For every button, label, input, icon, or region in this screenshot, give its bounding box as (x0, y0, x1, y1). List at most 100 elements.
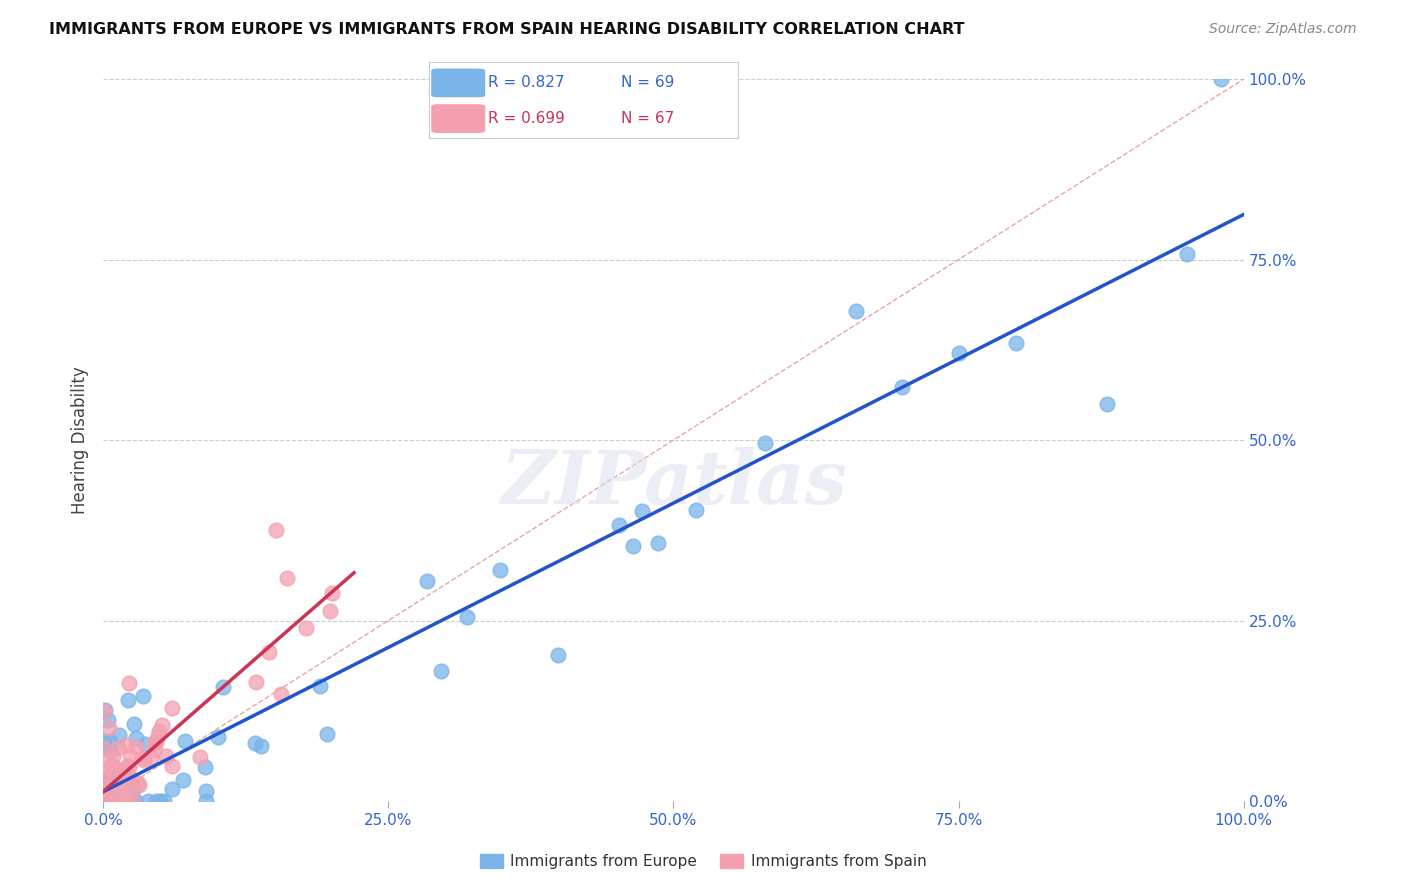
Point (93, 704, 115, 718)
Point (143, 741, 166, 756)
Point (115, 758, 138, 772)
Point (318, 603, 340, 617)
Point (93, 734, 115, 748)
Point (124, 794, 146, 808)
Point (131, 751, 153, 765)
Point (100, 794, 122, 808)
Point (148, 724, 170, 739)
Point (124, 717, 146, 731)
Point (97, 794, 120, 808)
Point (115, 738, 138, 752)
Point (93, 771, 115, 785)
Point (139, 750, 162, 764)
Point (162, 700, 184, 714)
Point (98, 772, 121, 786)
Point (124, 794, 146, 808)
Point (621, 539, 644, 553)
Point (685, 503, 707, 517)
Point (145, 733, 167, 747)
Point (94, 794, 117, 808)
Point (93, 740, 115, 755)
Point (257, 645, 280, 659)
Text: IMMIGRANTS FROM EUROPE VS IMMIGRANTS FROM SPAIN HEARING DISABILITY CORRELATION C: IMMIGRANTS FROM EUROPE VS IMMIGRANTS FRO… (49, 22, 965, 37)
Point (107, 740, 129, 755)
Point (121, 794, 143, 808)
Point (131, 689, 153, 703)
Point (160, 781, 183, 796)
Point (96, 763, 118, 777)
Point (94, 774, 117, 789)
Point (160, 759, 183, 773)
Point (98, 755, 121, 769)
Point (112, 788, 135, 802)
Point (98, 794, 121, 808)
Point (101, 748, 124, 763)
Point (108, 794, 131, 808)
Point (96, 794, 118, 808)
Point (115, 794, 138, 808)
Point (103, 768, 125, 782)
Point (97, 772, 120, 786)
Point (115, 794, 138, 808)
Point (98, 743, 121, 757)
Point (631, 504, 654, 518)
Point (136, 794, 159, 808)
Point (110, 794, 132, 808)
Point (108, 794, 131, 808)
Point (174, 733, 197, 747)
Point (456, 609, 478, 624)
Point (1175, 247, 1198, 261)
Text: R = 0.827: R = 0.827 (488, 76, 564, 90)
FancyBboxPatch shape (432, 70, 485, 96)
Text: N = 67: N = 67 (620, 111, 673, 126)
Point (101, 794, 124, 808)
Point (93, 740, 115, 755)
Point (103, 794, 125, 808)
Point (416, 574, 439, 588)
Point (430, 664, 453, 678)
Point (146, 729, 169, 743)
Point (110, 775, 132, 789)
Point (97, 794, 120, 808)
Point (118, 747, 141, 762)
Point (100, 769, 122, 783)
Point (143, 736, 166, 750)
Point (145, 734, 167, 748)
Point (100, 794, 122, 808)
Point (153, 794, 176, 808)
Point (98, 787, 121, 801)
Point (111, 794, 134, 808)
Point (845, 304, 868, 318)
Point (94, 794, 117, 808)
Point (97, 713, 120, 727)
Point (276, 571, 298, 585)
Point (98, 721, 121, 735)
Point (145, 794, 167, 808)
Point (172, 773, 194, 788)
Point (117, 769, 139, 783)
Point (104, 794, 127, 808)
Point (98, 794, 121, 808)
Point (134, 738, 156, 752)
Point (121, 780, 143, 795)
Point (117, 760, 139, 774)
FancyBboxPatch shape (432, 105, 485, 132)
Point (117, 792, 139, 806)
Point (104, 794, 127, 808)
Y-axis label: Hearing Disability: Hearing Disability (72, 367, 89, 514)
Point (125, 739, 148, 754)
Legend: Immigrants from Europe, Immigrants from Spain: Immigrants from Europe, Immigrants from … (474, 848, 932, 875)
Point (96, 772, 118, 786)
Point (1004, 336, 1026, 351)
Point (98, 734, 121, 748)
Point (122, 780, 145, 795)
Point (212, 680, 235, 694)
Point (134, 753, 156, 767)
Point (316, 727, 339, 741)
Point (150, 718, 173, 732)
Point (270, 687, 292, 701)
Point (489, 563, 512, 577)
Point (117, 692, 139, 706)
Point (101, 794, 124, 808)
Point (98, 794, 121, 808)
